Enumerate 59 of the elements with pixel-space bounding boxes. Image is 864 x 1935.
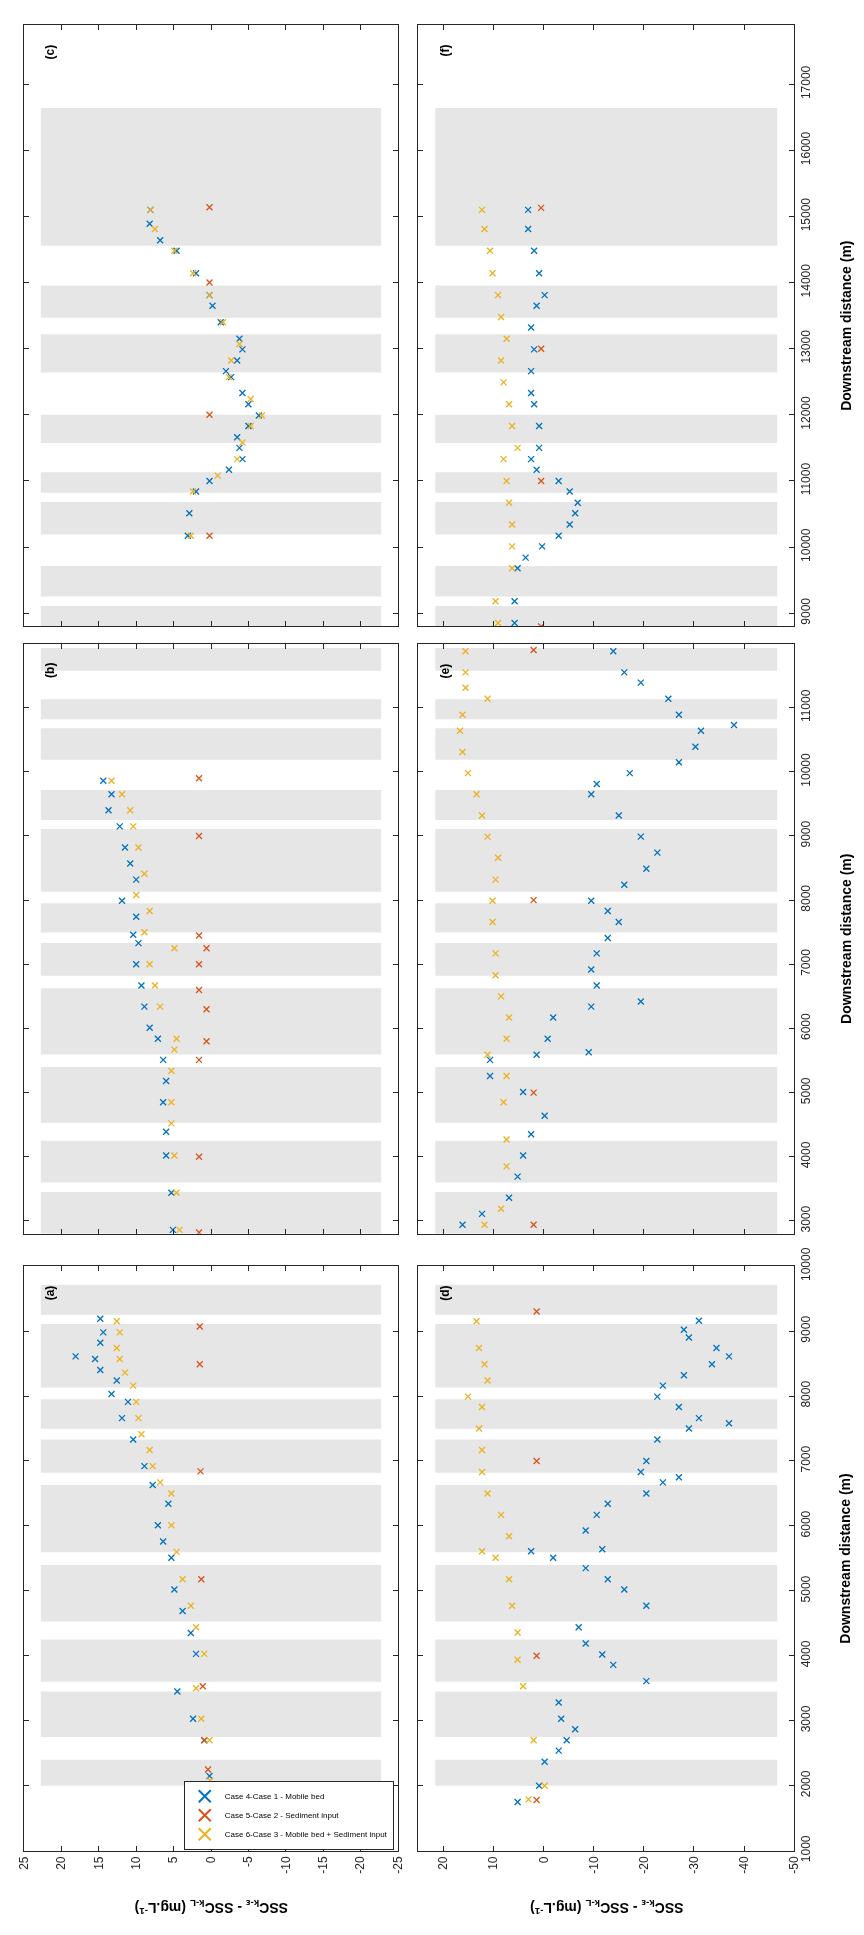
y-tick-label: 3000 bbox=[798, 1705, 813, 1733]
x-tick-label: -40 bbox=[736, 1856, 751, 1874]
x-tick-label: -15 bbox=[316, 1856, 331, 1874]
y-tick-label: 17000 bbox=[798, 65, 813, 100]
x-tick-label: 10 bbox=[129, 1856, 144, 1870]
y-tick-label: 10000 bbox=[798, 753, 813, 787]
y-tick-label: 10000 bbox=[798, 1247, 813, 1282]
annotation: (b) bbox=[43, 662, 58, 678]
x-tick-label: 15 bbox=[91, 1856, 106, 1870]
annotation: (e) bbox=[437, 663, 452, 679]
y-tick-label: 4000 bbox=[798, 1640, 813, 1668]
y-tick-label: 7000 bbox=[798, 1445, 813, 1473]
x-tick-label: 10 bbox=[486, 1856, 501, 1870]
x-tick-label: -50 bbox=[787, 1856, 801, 1874]
y-tick-label: 1000 bbox=[798, 1835, 813, 1863]
y-tick-label: 9000 bbox=[798, 1315, 813, 1343]
y-tick-label: 6000 bbox=[798, 1510, 813, 1538]
y-tick-label: 8000 bbox=[798, 1380, 813, 1408]
x-tick-label: -5 bbox=[241, 1856, 256, 1868]
y-axis-title: Downstream distance (m) bbox=[837, 853, 854, 1024]
annotation: (f) bbox=[437, 44, 452, 57]
y-axis-title: Downstream distance (m) bbox=[837, 240, 854, 411]
x-tick-label: -20 bbox=[353, 1856, 368, 1874]
y-tick-label: 15000 bbox=[798, 197, 813, 232]
y-tick-label: 16000 bbox=[798, 131, 813, 166]
y-tick-label: 14000 bbox=[798, 263, 813, 298]
y-tick-label: 11000 bbox=[798, 462, 813, 496]
x-tick-label: 20 bbox=[436, 1856, 451, 1870]
annotation: (c) bbox=[42, 44, 57, 60]
annotation: (d) bbox=[437, 1285, 452, 1301]
x-tick-label: -30 bbox=[686, 1856, 701, 1874]
y-axis-title: Downstream distance (m) bbox=[836, 1473, 853, 1644]
y-tick-label: 8000 bbox=[798, 884, 813, 912]
annotation: (a) bbox=[43, 1285, 58, 1301]
y-tick-label: 9000 bbox=[798, 820, 813, 848]
legend-label: Case 6-Case 3 - Mobile bed + Sediment input bbox=[224, 1830, 388, 1840]
y-tick-label: 11000 bbox=[798, 689, 813, 723]
x-tick-label: 5 bbox=[166, 1856, 181, 1864]
x-tick-label: 0 bbox=[536, 1856, 551, 1864]
x-tick-label: -25 bbox=[390, 1856, 405, 1874]
y-tick-label: 10000 bbox=[798, 528, 813, 562]
y-tick-label: 5000 bbox=[798, 1077, 813, 1105]
x-tick-label: -10 bbox=[278, 1856, 293, 1874]
y-tick-label: 5000 bbox=[798, 1575, 813, 1603]
legend-label: Case 4-Case 1 - Mobile bed bbox=[224, 1792, 325, 1802]
x-tick-label: 0 bbox=[203, 1856, 218, 1864]
legend-label: Case 5-Case 2 - Sediment input bbox=[224, 1811, 340, 1821]
x-tick-label: 20 bbox=[54, 1856, 69, 1870]
y-tick-label: 12000 bbox=[798, 395, 813, 430]
y-tick-label: 4000 bbox=[798, 1141, 813, 1169]
y-tick-label: 9000 bbox=[798, 597, 813, 625]
y-tick-label: 13000 bbox=[798, 329, 813, 364]
y-tick-label: 2000 bbox=[798, 1770, 813, 1798]
x-tick-label: 25 bbox=[16, 1856, 31, 1870]
y-tick-label: 6000 bbox=[798, 1012, 813, 1040]
y-tick-label: 7000 bbox=[798, 948, 813, 976]
y-tick-label: 3000 bbox=[798, 1205, 813, 1233]
x-tick-label: -20 bbox=[636, 1856, 651, 1874]
x-tick-label: -10 bbox=[586, 1856, 601, 1874]
